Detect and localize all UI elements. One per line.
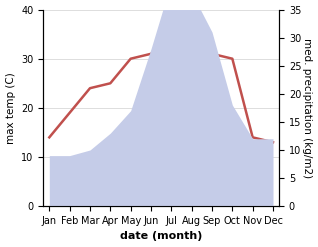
Y-axis label: max temp (C): max temp (C): [5, 72, 16, 144]
X-axis label: date (month): date (month): [120, 231, 202, 242]
Y-axis label: med. precipitation (kg/m2): med. precipitation (kg/m2): [302, 38, 313, 178]
